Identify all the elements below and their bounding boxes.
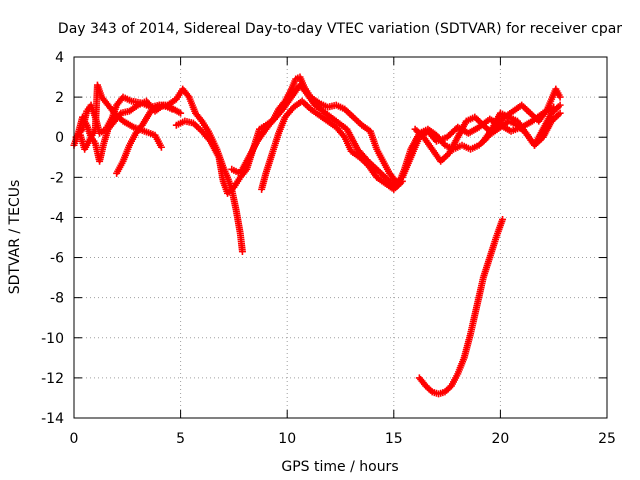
y-tick-label: -2 (50, 170, 64, 186)
y-tick-label: -12 (41, 371, 64, 387)
grid (74, 57, 607, 418)
x-tick-label: 10 (278, 431, 296, 447)
y-tick-label: 0 (55, 130, 64, 146)
data-point-marker (157, 143, 165, 151)
y-tick-label: -14 (41, 411, 64, 427)
data-points (70, 73, 564, 398)
y-tick-label: -6 (50, 251, 64, 267)
y-tick-label: -4 (50, 210, 64, 226)
axis-ticks: 0 5 10 15 20 25 -14 -12 -10 -8 -6 -4 -2 0 2 4 (41, 50, 616, 447)
plot-frame (73, 56, 608, 419)
y-axis-label: SDTVAR / TECUs (7, 180, 23, 295)
y-tick-label: -8 (50, 291, 64, 307)
data-point-marker (556, 101, 564, 109)
data-point-marker (177, 109, 185, 117)
x-tick-label: 20 (491, 431, 509, 447)
x-axis-label: GPS time / hours (281, 459, 398, 475)
chart-title: Day 343 of 2014, Sidereal Day-to-day VTE… (58, 21, 622, 37)
x-tick-label: 0 (70, 431, 79, 447)
y-tick-label: 4 (55, 50, 64, 66)
data-point-marker (238, 248, 246, 256)
data-point-marker (556, 93, 564, 101)
x-tick-label: 5 (176, 431, 185, 447)
data-point-marker (499, 215, 507, 223)
y-tick-label: 2 (55, 90, 64, 106)
x-tick-label: 25 (598, 431, 616, 447)
y-tick-label: -10 (41, 331, 64, 347)
data-point-marker (556, 109, 564, 117)
x-tick-label: 15 (385, 431, 403, 447)
